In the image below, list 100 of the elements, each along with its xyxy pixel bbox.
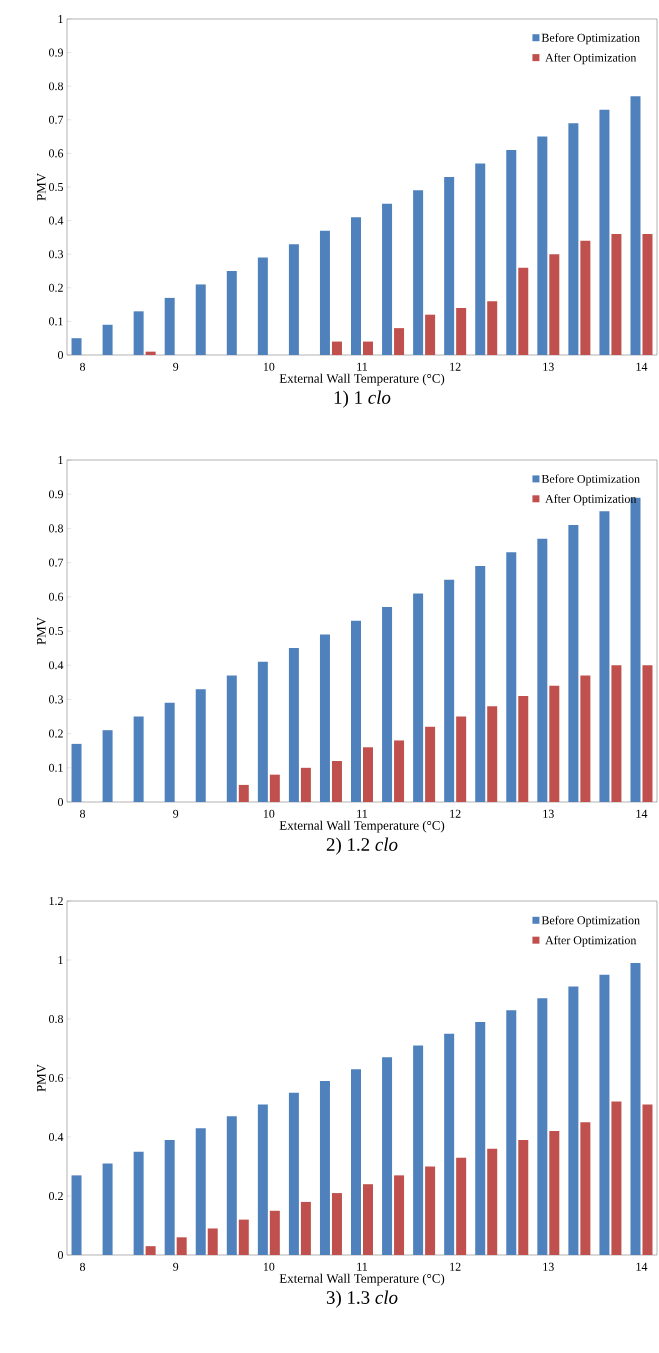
y-tick-label: 0.9 xyxy=(48,48,63,57)
legend-label: After Optimization xyxy=(545,53,637,65)
x-tick-label: 11 xyxy=(357,362,368,371)
y-tick-label: 0.9 xyxy=(48,490,63,499)
legend-label: Before Optimization xyxy=(541,915,640,927)
bar xyxy=(475,566,486,803)
x-tick-label: 10 xyxy=(263,1262,275,1271)
bar xyxy=(133,1151,144,1256)
bar xyxy=(642,1104,653,1256)
y-axis-title: PMV xyxy=(37,1064,46,1092)
bar xyxy=(176,1237,187,1256)
bar xyxy=(611,1101,622,1256)
x-tick-label: 11 xyxy=(357,809,368,818)
bar xyxy=(456,307,467,355)
bar xyxy=(425,314,436,355)
y-tick-label: 1 xyxy=(58,456,63,464)
bar xyxy=(102,324,113,355)
bar xyxy=(444,1033,455,1256)
bar xyxy=(630,96,641,355)
x-tick-label: 11 xyxy=(357,1262,368,1271)
bar xyxy=(487,706,498,803)
bar xyxy=(257,661,268,803)
x-tick-label: 10 xyxy=(263,809,275,818)
bar xyxy=(288,244,299,355)
y-tick-label: 0.6 xyxy=(48,149,64,158)
x-tick-label: 12 xyxy=(450,362,461,371)
bar xyxy=(475,1021,486,1256)
y-tick-label: 0 xyxy=(57,1250,64,1260)
x-tick-label: 12 xyxy=(450,809,461,818)
bar xyxy=(425,1166,436,1256)
bar xyxy=(475,163,486,355)
bar xyxy=(300,767,311,803)
y-tick-label: 0.4 xyxy=(48,661,64,670)
bar xyxy=(549,1131,560,1256)
bar xyxy=(145,1246,156,1256)
y-tick-label: 0.4 xyxy=(48,216,64,225)
bar xyxy=(195,284,206,355)
bar xyxy=(351,217,362,355)
y-tick-label: 1.2 xyxy=(49,896,63,906)
x-tick-label: 13 xyxy=(543,362,554,371)
bar xyxy=(102,730,113,803)
x-tick-label: 13 xyxy=(543,1262,554,1271)
bar xyxy=(71,1175,82,1256)
bar xyxy=(487,301,498,355)
legend-label: Before Optimization xyxy=(541,474,640,486)
bar xyxy=(611,234,622,355)
x-tick-label: 9 xyxy=(173,809,179,818)
bar xyxy=(319,1080,330,1256)
bar xyxy=(568,986,579,1256)
bar xyxy=(300,1201,311,1256)
y-tick-label: 0.8 xyxy=(48,524,64,533)
bar xyxy=(506,1010,517,1256)
bar xyxy=(257,257,268,355)
x-tick-label: 10 xyxy=(263,362,275,371)
text: 1) 1 clo xyxy=(334,390,391,408)
x-axis-title: External Wall Temperature (°C) xyxy=(279,373,445,386)
bar xyxy=(71,743,82,803)
x-tick-label: 14 xyxy=(636,1262,648,1271)
bar xyxy=(394,740,405,803)
bar xyxy=(537,136,548,355)
bar xyxy=(363,1184,373,1256)
bar xyxy=(226,675,237,803)
x-tick-label: 8 xyxy=(79,809,86,818)
y-tick-label: 0.1 xyxy=(48,317,63,326)
bar xyxy=(394,328,405,355)
bar xyxy=(288,648,299,803)
bar xyxy=(363,747,373,803)
y-tick-label: 0.4 xyxy=(48,1132,64,1142)
bar xyxy=(207,1228,218,1256)
bar xyxy=(382,607,393,803)
bar xyxy=(537,998,548,1256)
bar xyxy=(226,271,237,355)
bar xyxy=(413,593,424,803)
bar xyxy=(351,1069,362,1256)
y-tick-label: 0.6 xyxy=(48,1073,64,1083)
bar xyxy=(226,1116,237,1256)
bar xyxy=(518,695,529,803)
bar xyxy=(642,234,653,355)
bar xyxy=(549,685,560,803)
bar xyxy=(319,230,330,355)
bar xyxy=(351,620,362,803)
y-tick-label: 0.7 xyxy=(48,115,64,124)
text: 2) 1.2 clo xyxy=(326,837,398,855)
y-tick-label: 0.2 xyxy=(48,283,63,292)
bar xyxy=(456,716,467,803)
x-tick-label: 8 xyxy=(79,1262,86,1271)
bar xyxy=(238,1219,249,1256)
bar xyxy=(518,267,529,355)
legend-label: After Optimization xyxy=(545,494,637,506)
text: 3) 1.3 clo xyxy=(326,1290,398,1308)
bar xyxy=(238,784,249,803)
bar xyxy=(599,511,610,803)
x-tick-label: 9 xyxy=(173,362,179,371)
y-tick-label: 0.6 xyxy=(48,592,64,601)
bar xyxy=(518,1139,529,1256)
x-tick-label: 8 xyxy=(79,362,86,371)
y-tick-label: 0.1 xyxy=(48,763,63,772)
bar xyxy=(164,1139,175,1256)
y-axis-title: PMV xyxy=(37,617,46,645)
y-tick-label: 1 xyxy=(58,15,63,23)
